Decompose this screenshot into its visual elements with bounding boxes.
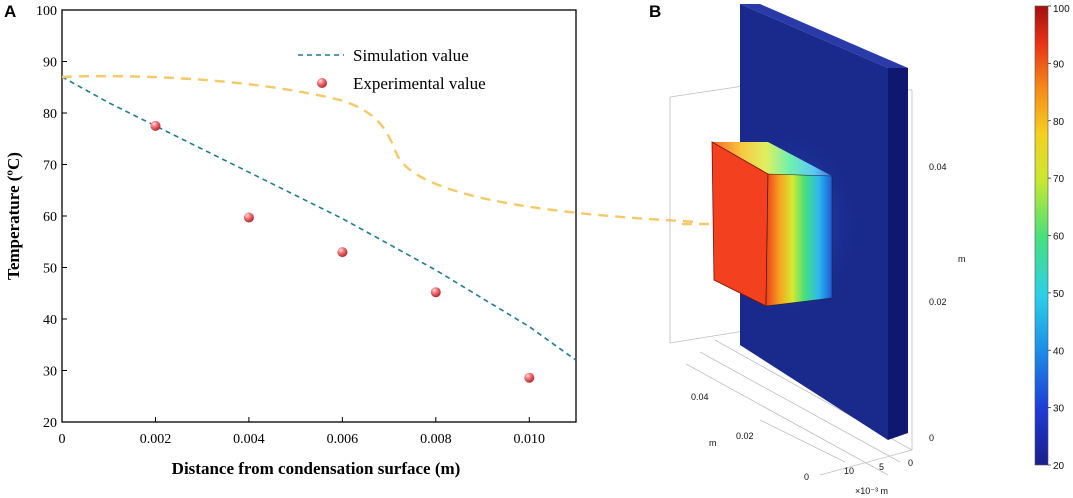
experimental-point (524, 372, 535, 383)
x-axis-ticks: 0 0.002 0.004 0.006 0.008 0.010 (59, 417, 546, 447)
colorbar-tick-label: 30 (1053, 404, 1065, 415)
x-axis-title: Distance from condensation surface (m) (172, 459, 461, 478)
y-tick-label: 70 (43, 159, 57, 174)
legend: Simulation value Experimental value (298, 46, 486, 93)
x-tick-label-left: 10 (844, 466, 854, 476)
y-tick-label-top: 0.04 (691, 392, 709, 402)
colorbar-tick-label: 20 (1053, 461, 1065, 472)
y-tick-label: 20 (43, 416, 57, 431)
z-tick-label-top: 0.04 (929, 162, 947, 172)
plate-top (740, 4, 908, 68)
y-tick-label: 100 (36, 4, 57, 19)
experimental-point (150, 120, 161, 131)
x-tick-label: 0.002 (140, 432, 172, 447)
simulation-series-line (61, 76, 577, 361)
block-gradient-face (765, 173, 833, 307)
y-axis-ticks: 20 30 40 50 60 70 80 90 100 (36, 4, 67, 431)
y-tick-label-bottom: 0 (804, 472, 809, 482)
experimental-point (430, 287, 441, 298)
legend-experimental-swatch (317, 78, 327, 88)
model-3d-view: 0.04 m 0.02 0 0.04 m 0.02 0 10 5 0 ×10⁻³… (669, 4, 966, 496)
x-tick-label: 0.006 (327, 432, 359, 447)
y-axis-unit: m (709, 438, 717, 448)
x-tick-label-right: 0 (908, 458, 913, 468)
callout-connector (61, 74, 701, 224)
plot-frame (61, 9, 577, 423)
x-tick-label: 0.008 (420, 432, 452, 447)
temperature-chart: 0 0.002 0.004 0.006 0.008 0.010 20 30 40 50 60 70 8… (4, 4, 577, 478)
legend-simulation-label: Simulation value (353, 46, 469, 65)
colorbar-tick-label: 100 (1053, 4, 1070, 15)
colorbar-tick-label: 90 (1053, 59, 1065, 70)
colorbar-gradient (1034, 5, 1049, 466)
x-tick-label-mid: 5 (879, 462, 884, 472)
plate-side (888, 68, 908, 440)
y-tick-label: 40 (43, 313, 57, 328)
y-tick-label: 60 (43, 210, 57, 225)
z-tick-label-bottom: 0 (929, 433, 934, 443)
colorbar-tick-label: 70 (1053, 174, 1065, 185)
colorbar-tick-label: 50 (1053, 289, 1065, 300)
colorbar-tick-label: 40 (1053, 346, 1065, 357)
colorbar: 100 90 80 70 60 50 40 30 20 (1034, 4, 1070, 472)
z-axis-unit: m (958, 254, 966, 264)
experimental-series-points (150, 120, 535, 383)
panel-label-a: A (4, 2, 16, 21)
experimental-point (337, 247, 348, 258)
colorbar-ticks: 100 90 80 70 60 50 40 30 20 (1048, 4, 1070, 472)
colorbar-tick-label: 80 (1053, 117, 1065, 128)
legend-experimental-label: Experimental value (353, 74, 486, 93)
y-tick-label: 50 (43, 262, 57, 277)
y-tick-label: 80 (43, 107, 57, 122)
x-axis-unit: ×10⁻³ m (855, 486, 888, 496)
panel-label-b: B (649, 2, 661, 21)
experimental-point (243, 212, 254, 223)
colorbar-tick-label: 60 (1053, 232, 1065, 243)
y-tick-label: 30 (43, 365, 57, 380)
x-tick-label: 0.010 (514, 432, 546, 447)
block-top (712, 142, 832, 176)
y-tick-label-mid: 0.02 (736, 431, 754, 441)
z-tick-label-mid: 0.02 (929, 297, 947, 307)
x-tick-label: 0 (59, 432, 66, 447)
x-tick-label: 0.004 (233, 432, 265, 447)
y-axis-title: Temperature (ºC) (4, 152, 23, 280)
y-tick-label: 90 (43, 56, 57, 71)
